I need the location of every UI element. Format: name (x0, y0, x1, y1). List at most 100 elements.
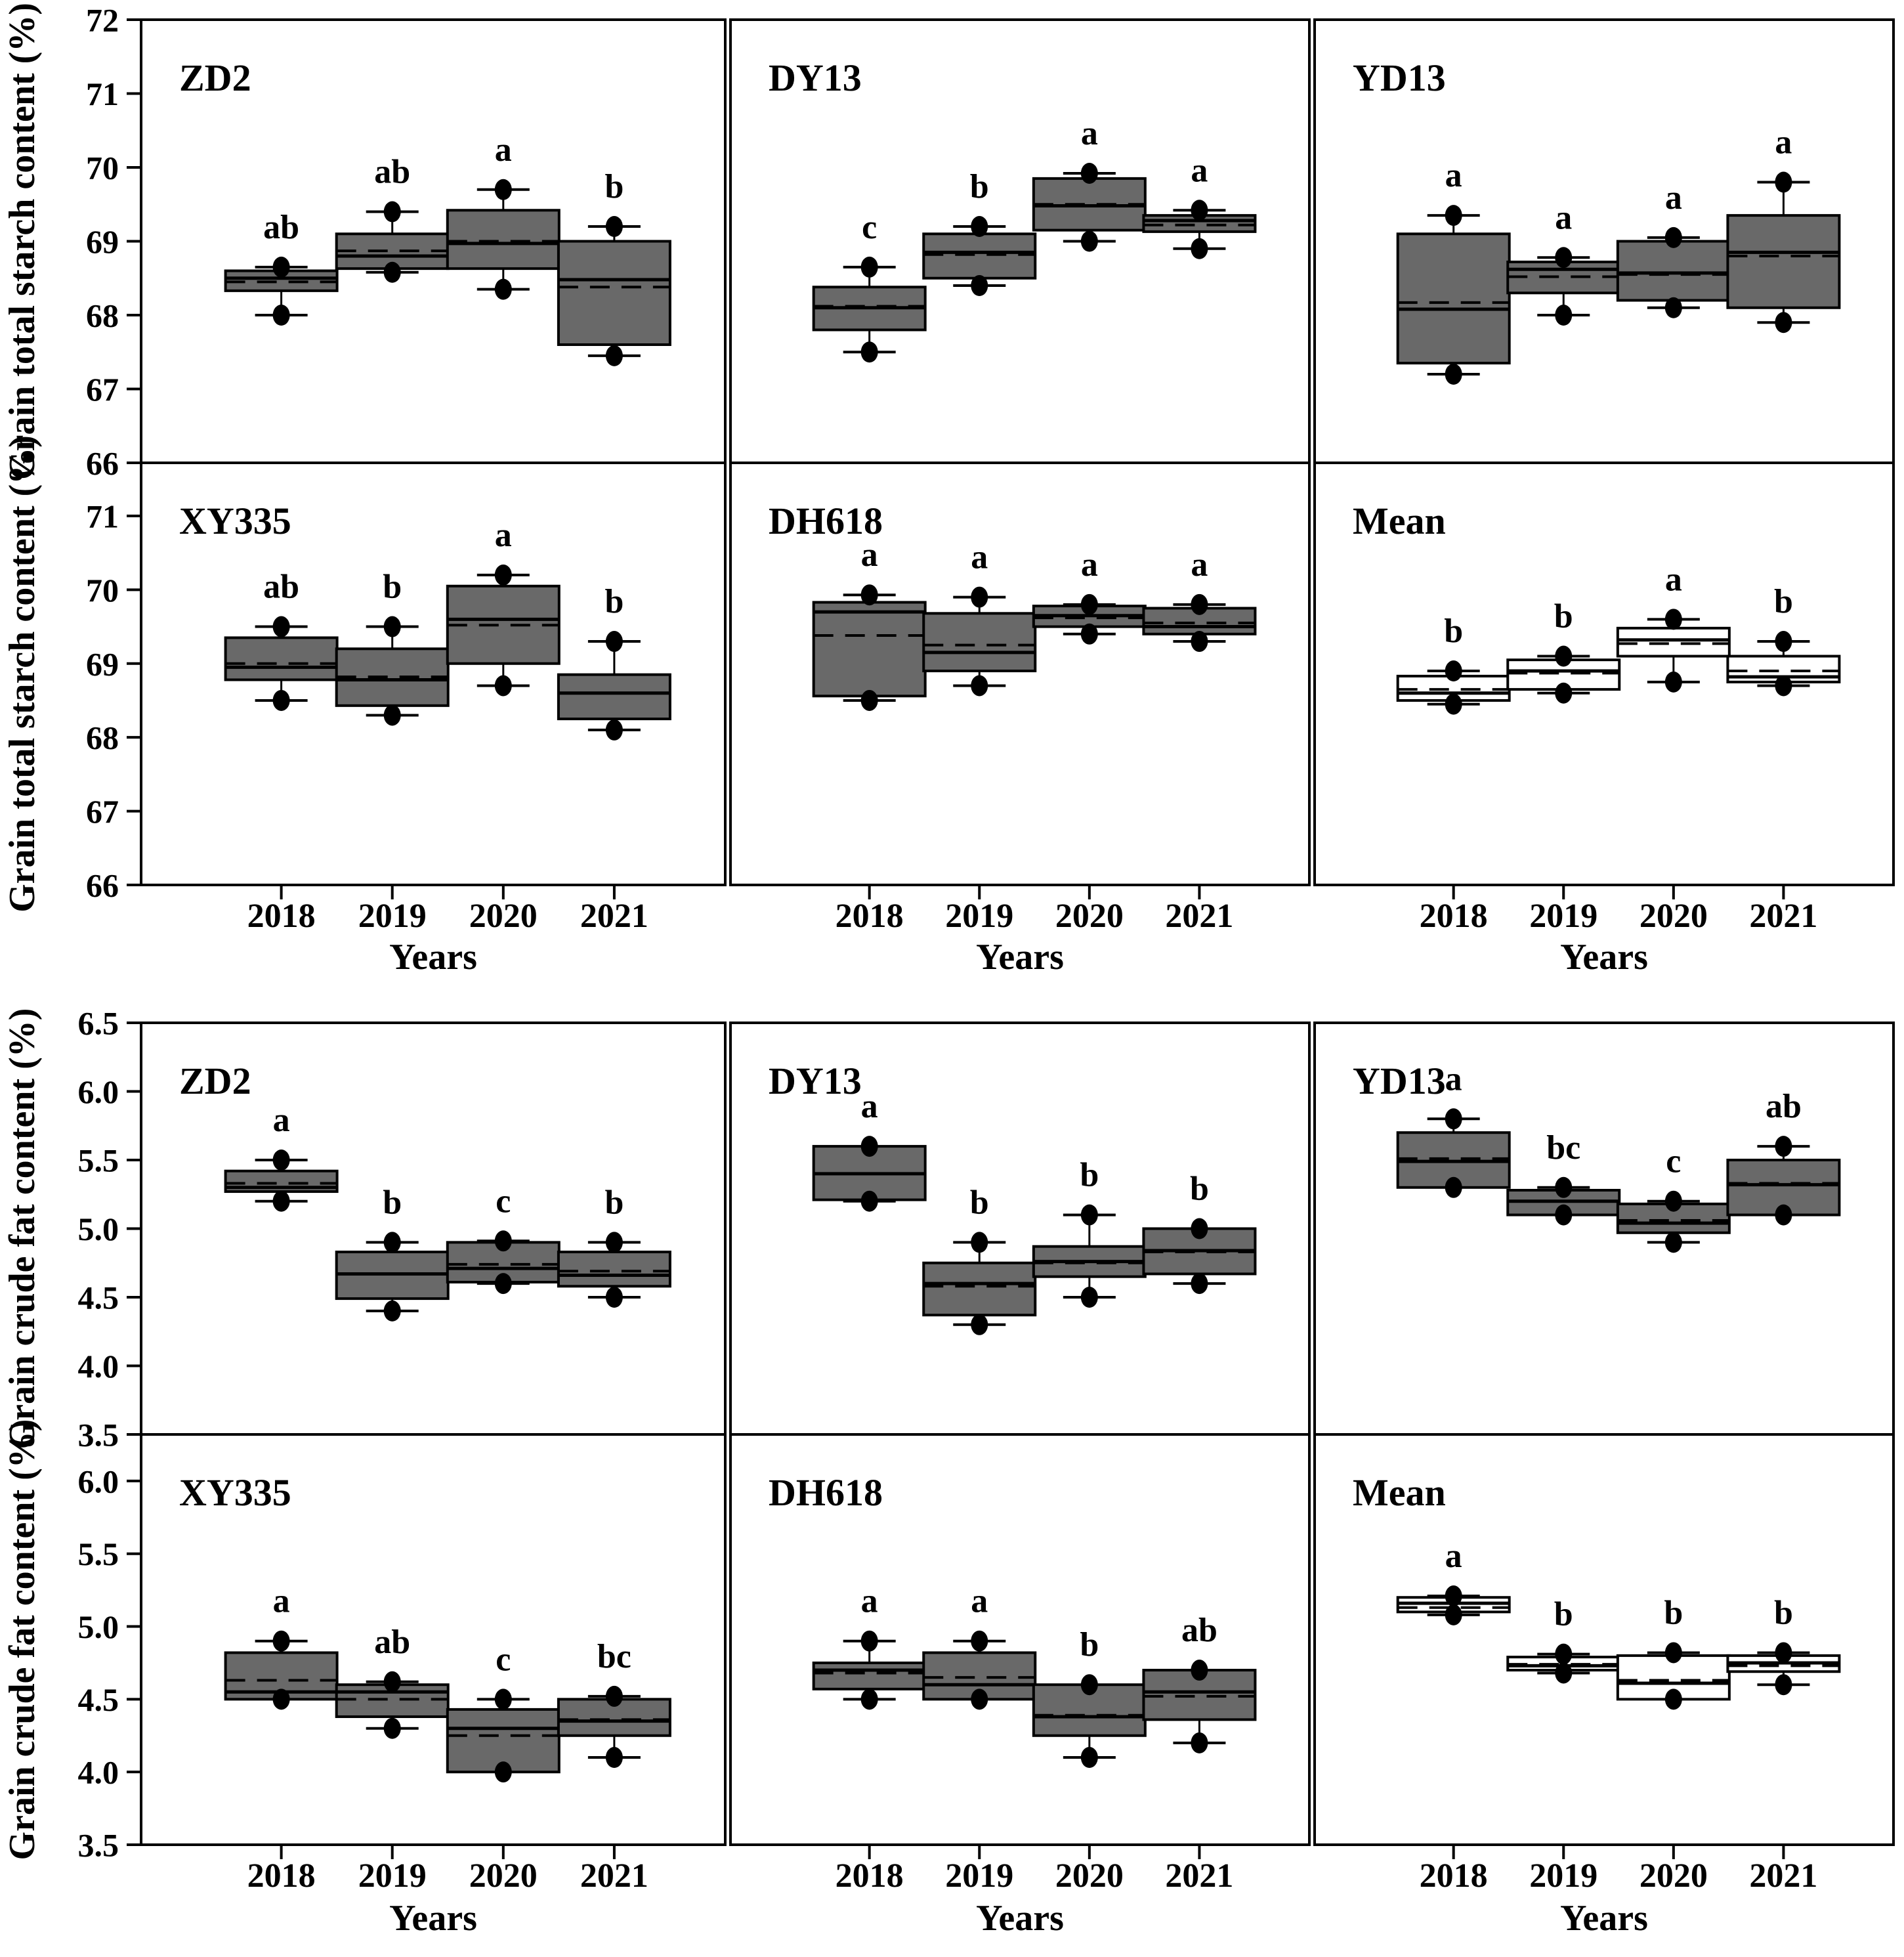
y-tick-label: 67 (86, 793, 119, 830)
max-dot (971, 1630, 988, 1652)
min-dot (1664, 1232, 1682, 1253)
min-dot (494, 278, 512, 300)
x-axis-title: Years (1560, 937, 1648, 978)
significance-letter: ab (263, 569, 299, 606)
boxplot-starch-Mean-2019: b (1506, 598, 1621, 704)
min-dot (971, 1314, 988, 1335)
significance-letter: c (1666, 1143, 1681, 1180)
boxplot-starch-YD13-2018: a (1396, 157, 1511, 385)
boxplot-fat-XY335-2020: c (446, 1641, 561, 1783)
significance-letter: bc (597, 1638, 631, 1675)
min-dot (860, 341, 878, 363)
boxplot-starch-ZD2-2020: a (446, 131, 561, 300)
min-dot (605, 719, 623, 741)
max-dot (1775, 1642, 1792, 1664)
min-dot (1775, 1204, 1792, 1226)
max-dot (605, 1232, 623, 1253)
year-tick-label: 2020 (469, 1857, 538, 1895)
y-tick-label: 3.5 (78, 1827, 119, 1864)
x-axis-title: Years (389, 937, 477, 978)
significance-letter: bc (1546, 1129, 1580, 1167)
significance-letter: a (1191, 546, 1208, 584)
min-dot (1445, 364, 1462, 385)
significance-letter: b (383, 569, 402, 606)
year-tick-label: 2021 (580, 1857, 648, 1895)
x-axis-title: Years (976, 1898, 1064, 1939)
x-axis-title: Years (976, 937, 1064, 978)
box-rect (1616, 240, 1731, 302)
max-dot (494, 564, 512, 586)
max-dot (860, 584, 878, 606)
significance-letter: ab (1766, 1088, 1802, 1125)
max-dot (1555, 247, 1573, 269)
max-dot (1664, 1642, 1682, 1664)
max-dot (1775, 1136, 1792, 1157)
panel-title: YD13 (1353, 56, 1446, 99)
boxplot-fat-DH618-2020: b (1032, 1626, 1147, 1769)
significance-letter: b (1444, 613, 1463, 650)
box-rect (224, 636, 339, 681)
panel-title: Mean (1353, 500, 1446, 542)
boxplot-starch-YD13-2020: a (1616, 179, 1731, 318)
panel-title: DH618 (769, 500, 883, 542)
year-tick-label: 2018 (1420, 1857, 1488, 1895)
max-dot (383, 616, 401, 637)
max-dot (1080, 1674, 1098, 1696)
boxplot-fat-ZD2-2021: b (557, 1184, 671, 1308)
significance-letter: b (604, 1184, 624, 1221)
min-dot (1191, 1273, 1208, 1295)
panel-border (140, 462, 727, 886)
boxplot-fat-XY335-2019: ab (335, 1624, 450, 1739)
significance-letter: a (971, 539, 988, 576)
significance-letter: a (1665, 179, 1682, 217)
year-tick-label: 2018 (836, 1857, 904, 1895)
panel-title: ZD2 (179, 1060, 251, 1102)
min-dot (1191, 238, 1208, 259)
min-dot (971, 675, 988, 697)
year-tick-label: 2021 (580, 897, 648, 935)
min-dot (1445, 693, 1462, 715)
max-dot (1445, 1108, 1462, 1130)
max-dot (383, 201, 401, 223)
y-tick-label: 5.0 (78, 1211, 119, 1247)
max-dot (1191, 593, 1208, 615)
max-dot (272, 256, 290, 278)
y-tick-label: 5.5 (78, 1536, 119, 1572)
min-dot (605, 1747, 623, 1769)
max-dot (971, 1232, 988, 1253)
box-rect (922, 612, 1037, 673)
y-tick-label: 69 (86, 223, 119, 260)
box-rect (557, 1251, 671, 1288)
min-dot (494, 1761, 512, 1783)
panel-starch-Mean: Mean b b a b (1313, 462, 1895, 886)
boxplot-starch-DH618-2020: a (1032, 546, 1147, 645)
min-dot (1555, 1662, 1573, 1684)
max-dot (1664, 226, 1682, 248)
y-tick-label: 4.5 (78, 1280, 119, 1316)
y-tick-label: 66 (86, 867, 119, 904)
max-dot (494, 179, 512, 200)
max-dot (1445, 205, 1462, 226)
min-dot (1664, 671, 1682, 693)
year-tick-label: 2018 (1420, 897, 1488, 935)
panel-title: DY13 (769, 56, 862, 99)
min-dot (1775, 675, 1792, 697)
panel-title: YD13 (1353, 1060, 1446, 1102)
significance-letter: b (1080, 1626, 1099, 1664)
significance-letter: b (970, 1184, 989, 1221)
min-dot (383, 1300, 401, 1322)
y-tick-label: 67 (86, 371, 119, 408)
significance-letter: a (1081, 546, 1098, 584)
y-tick-label: 5.0 (78, 1608, 119, 1645)
boxplot-fat-DY13-2021: b (1142, 1171, 1257, 1295)
min-dot (1664, 297, 1682, 318)
min-dot (383, 704, 401, 726)
panel-fat-XY335: XY335 a ab c bc (140, 1433, 727, 1846)
significance-letter: b (1664, 1594, 1683, 1631)
significance-letter: a (1191, 152, 1208, 189)
significance-letter: a (1445, 1060, 1462, 1098)
min-dot (1775, 1674, 1792, 1696)
